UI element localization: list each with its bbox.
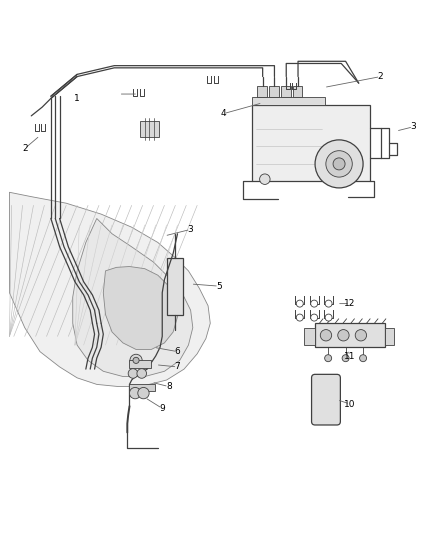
Bar (385, 328, 394, 345)
Text: 3: 3 (188, 225, 194, 234)
Circle shape (325, 354, 332, 362)
Bar (281, 86, 290, 97)
Circle shape (138, 387, 149, 399)
Text: 9: 9 (159, 404, 165, 413)
Polygon shape (103, 266, 177, 350)
Circle shape (333, 158, 345, 170)
Bar (315, 323, 385, 348)
Circle shape (260, 174, 270, 184)
Circle shape (360, 354, 367, 362)
Circle shape (355, 329, 367, 341)
Text: 3: 3 (410, 122, 416, 131)
Bar (129, 384, 155, 391)
FancyBboxPatch shape (311, 374, 340, 425)
Text: 5: 5 (216, 281, 222, 290)
Circle shape (320, 329, 332, 341)
Text: 8: 8 (166, 382, 172, 391)
Text: 2: 2 (378, 72, 383, 81)
Circle shape (137, 369, 147, 378)
Polygon shape (10, 192, 210, 386)
Circle shape (296, 300, 303, 307)
Text: 4: 4 (221, 109, 226, 118)
Circle shape (311, 314, 318, 321)
Bar (252, 97, 325, 105)
Text: 6: 6 (175, 347, 180, 356)
Circle shape (128, 369, 138, 378)
Bar (269, 86, 279, 97)
Bar (140, 121, 159, 137)
Text: 11: 11 (344, 351, 356, 360)
Bar (130, 360, 151, 368)
Polygon shape (73, 219, 193, 376)
Text: 1: 1 (74, 94, 80, 103)
Bar (304, 328, 315, 345)
Bar (252, 105, 370, 181)
Circle shape (325, 300, 332, 307)
Circle shape (311, 300, 318, 307)
Circle shape (325, 314, 332, 321)
Bar (293, 86, 302, 97)
Text: 12: 12 (344, 299, 356, 308)
Circle shape (326, 151, 352, 177)
Text: 7: 7 (175, 362, 180, 372)
Circle shape (130, 354, 142, 367)
Circle shape (130, 387, 141, 399)
Text: 2: 2 (22, 144, 28, 153)
Circle shape (133, 357, 139, 364)
Circle shape (342, 354, 349, 362)
Circle shape (315, 140, 363, 188)
Circle shape (296, 314, 303, 321)
Circle shape (338, 329, 349, 341)
Bar (167, 258, 183, 314)
Text: 10: 10 (344, 400, 356, 408)
Bar (258, 86, 267, 97)
